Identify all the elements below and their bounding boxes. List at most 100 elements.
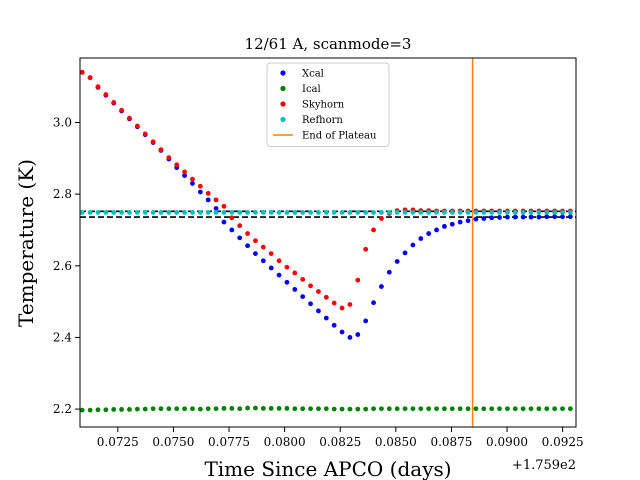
point-xcal [465, 218, 471, 224]
point-ical [197, 406, 203, 412]
point-ical [544, 406, 550, 412]
point-ical [284, 405, 290, 411]
point-refhorn [426, 210, 432, 215]
point-refhorn [379, 210, 384, 215]
point-refhorn [552, 210, 558, 215]
point-skyhorn [111, 100, 117, 105]
point-ical [323, 406, 329, 412]
point-refhorn [260, 210, 266, 215]
point-refhorn [95, 210, 101, 215]
point-ical [268, 405, 274, 411]
point-ical [103, 407, 109, 413]
point-ical [512, 406, 518, 412]
point-ical [158, 406, 164, 412]
point-refhorn [237, 210, 243, 215]
point-xcal [567, 214, 573, 220]
point-ical [95, 407, 101, 413]
point-xcal [371, 300, 376, 306]
point-ical [363, 406, 369, 412]
y-axis-label: Temperature (K) [14, 159, 38, 327]
point-ical [245, 405, 250, 411]
point-refhorn [253, 210, 258, 215]
point-ical [316, 406, 321, 412]
point-skyhorn [205, 191, 211, 196]
point-refhorn [449, 210, 455, 215]
point-xcal [489, 215, 495, 221]
y-tick-label: 2.6 [53, 259, 72, 273]
point-refhorn [410, 210, 416, 215]
point-refhorn [142, 210, 148, 215]
point-ical [182, 406, 187, 412]
point-xcal [284, 279, 290, 285]
point-skyhorn [300, 277, 306, 282]
point-ical [481, 406, 487, 412]
point-ical [489, 406, 495, 412]
point-xcal [253, 251, 258, 257]
point-refhorn [174, 210, 180, 215]
point-skyhorn [150, 139, 156, 145]
point-xcal [316, 308, 321, 314]
point-skyhorn [331, 300, 337, 306]
point-ical [449, 406, 455, 412]
point-refhorn [434, 210, 439, 215]
point-skyhorn [213, 197, 219, 203]
point-refhorn [465, 210, 471, 215]
point-xcal [355, 332, 361, 337]
point-xcal [426, 231, 432, 236]
point-ical [221, 405, 227, 411]
point-xcal [418, 236, 424, 241]
point-refhorn [127, 210, 132, 215]
point-refhorn [213, 210, 219, 215]
point-refhorn [87, 210, 93, 215]
axes: 0.0725 0.0750 0.0775 0.0800 0.0825 0.0850 0.08… [53, 57, 584, 449]
point-ical [402, 406, 408, 412]
point-xcal [512, 214, 518, 220]
x-axis-offset-label: +1.759e2 [512, 458, 576, 473]
point-skyhorn [363, 246, 369, 252]
legend-label-end-of-plateau: End of Plateau [302, 131, 377, 142]
point-ical [426, 406, 432, 412]
point-ical [442, 406, 447, 412]
point-ical [300, 406, 306, 412]
x-axis-label: Time Since APCO (days) [204, 457, 451, 480]
point-skyhorn [276, 258, 282, 264]
point-ical [166, 406, 172, 412]
point-ical [434, 406, 439, 412]
point-skyhorn [355, 277, 361, 283]
point-refhorn [402, 210, 408, 215]
point-refhorn [473, 210, 479, 215]
point-xcal [442, 223, 447, 229]
x-tick-label: 0.0725 [97, 435, 139, 449]
point-refhorn [308, 210, 313, 215]
point-ical [292, 406, 298, 412]
x-tick-label: 0.0775 [208, 435, 250, 449]
chart-title: 12/61 A, scanmode=3 [245, 35, 412, 53]
point-refhorn [316, 210, 321, 215]
series-ical [80, 405, 573, 413]
point-refhorn [190, 210, 195, 215]
point-refhorn [544, 210, 550, 215]
point-skyhorn [371, 227, 376, 233]
point-xcal [410, 242, 416, 248]
point-xcal [260, 258, 266, 264]
point-ical [190, 406, 195, 412]
point-skyhorn [142, 131, 148, 137]
legend-label-refhorn: Refhorn [302, 115, 343, 126]
point-refhorn [300, 210, 306, 215]
point-skyhorn [166, 155, 172, 160]
point-skyhorn [268, 251, 274, 257]
point-skyhorn [134, 123, 140, 129]
x-tick-label: 0.0800 [264, 435, 306, 449]
point-refhorn [284, 210, 290, 215]
point-refhorn [166, 210, 172, 215]
point-ical [308, 406, 313, 412]
point-xcal [323, 315, 329, 321]
point-ical [567, 406, 573, 412]
point-ical [418, 406, 424, 412]
x-tick-label: 0.0925 [542, 435, 584, 449]
point-refhorn [536, 210, 542, 215]
point-refhorn [371, 210, 376, 215]
point-xcal [197, 189, 203, 195]
point-refhorn [292, 210, 298, 215]
